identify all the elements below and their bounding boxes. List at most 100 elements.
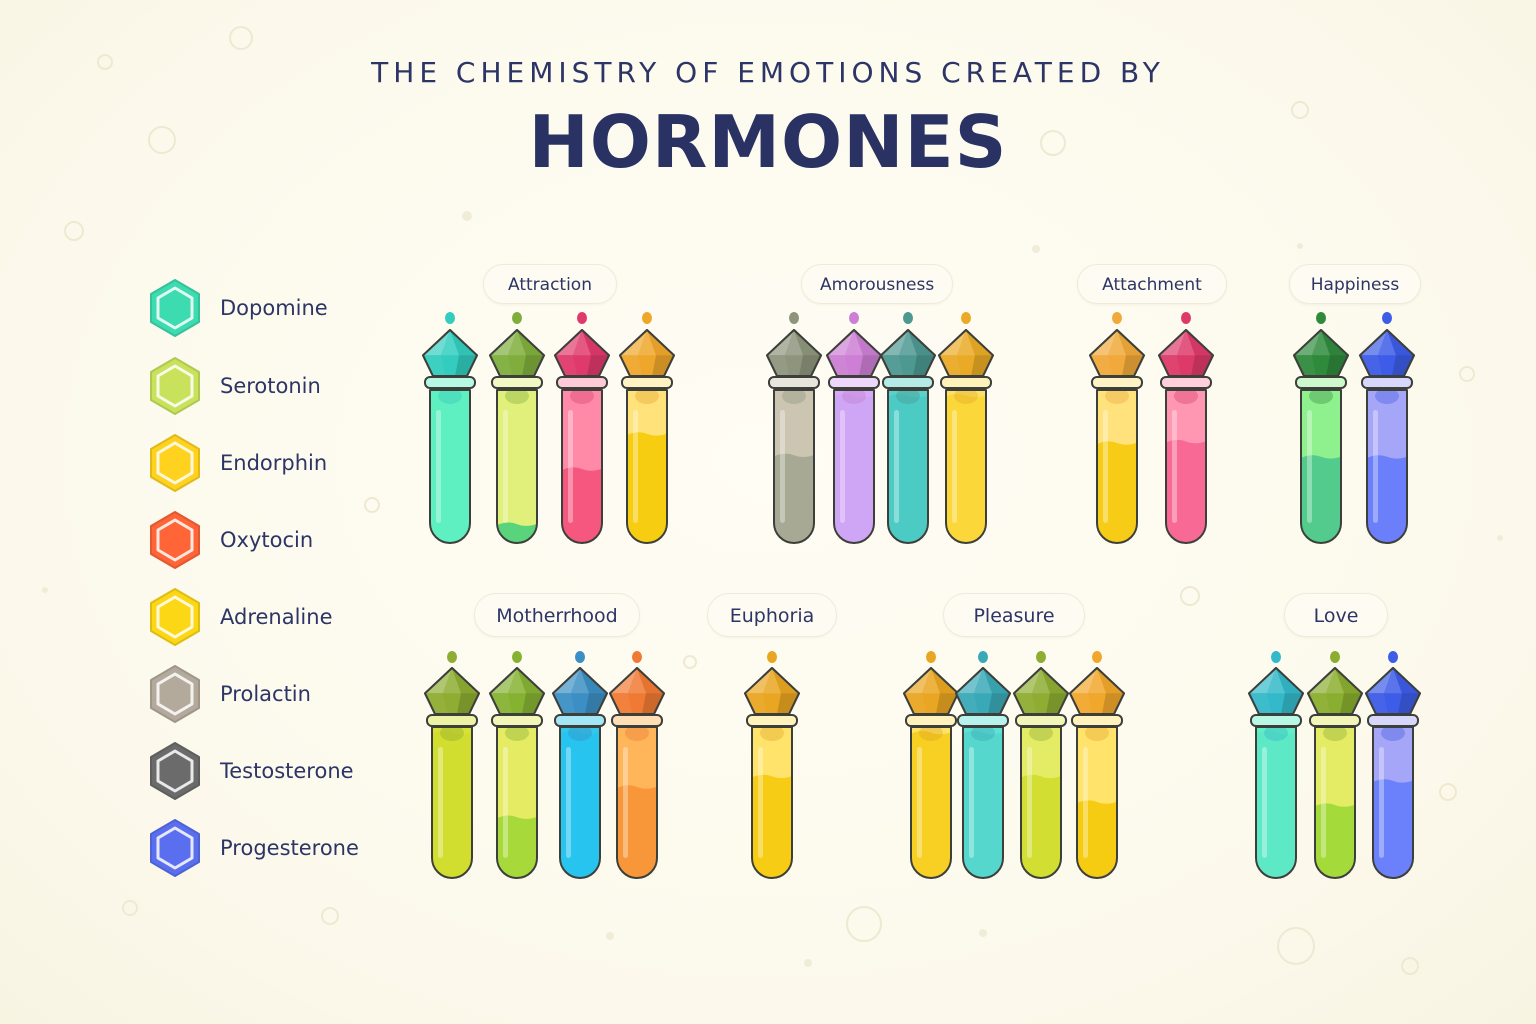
droplet: [1092, 651, 1102, 663]
legend-label: Prolactin: [220, 682, 311, 706]
serotonin-hexagon-icon: [150, 357, 200, 415]
tube-highlight: [633, 410, 638, 523]
gem-stopper: [826, 329, 882, 377]
test-tube: [552, 651, 608, 879]
test-tube: [422, 312, 478, 544]
droplet: [1382, 312, 1392, 324]
test-tube: [1089, 312, 1145, 544]
gem-stopper: [938, 329, 994, 377]
tube-highlight: [1027, 747, 1032, 858]
legend-label: Adrenaline: [220, 605, 333, 629]
tube-highlight: [1103, 410, 1108, 523]
tube-highlight: [566, 747, 571, 858]
tube-rim: [426, 714, 478, 727]
test-tube: [880, 312, 936, 544]
group-label-pleasure: Pleasure: [943, 593, 1085, 637]
group-label-attachment: Attachment: [1077, 264, 1227, 304]
tube-rim: [611, 714, 663, 727]
tube-rim: [1361, 376, 1413, 389]
gem-stopper: [1089, 329, 1145, 377]
gem-stopper: [609, 667, 665, 715]
tube-liquid: [1315, 803, 1355, 878]
tube-highlight: [438, 747, 443, 858]
legend-item-progesterone: Progesterone: [147, 818, 387, 878]
droplet: [575, 651, 585, 663]
gem-stopper: [903, 667, 959, 715]
tube-rim: [1071, 714, 1123, 727]
test-tube: [1359, 312, 1415, 544]
tube-liquid: [497, 815, 537, 878]
tube-rim: [491, 714, 543, 727]
endorphin-hexagon-icon: [150, 434, 200, 492]
tube-highlight: [1379, 747, 1384, 858]
droplet: [1036, 651, 1046, 663]
legend-item-serotonin: Serotonin: [147, 356, 387, 416]
group-label-motherrhood: Motherrhood: [474, 593, 640, 637]
tube-highlight: [503, 747, 508, 858]
legend-label: Progesterone: [220, 836, 359, 860]
group-label-love: Love: [1284, 593, 1388, 637]
tube-liquid: [888, 393, 928, 543]
legend-label: Oxytocin: [220, 528, 314, 552]
gem-stopper: [1069, 667, 1125, 715]
droplet: [789, 312, 799, 324]
droplet: [1271, 651, 1281, 663]
tube-highlight: [1172, 410, 1177, 523]
legend-item-endorphin: Endorphin: [147, 433, 387, 493]
tube-liquid: [560, 730, 600, 878]
droplet: [642, 312, 652, 324]
tube-liquid: [1097, 441, 1137, 543]
tube-highlight: [623, 747, 628, 858]
prolactin-hexagon-icon: [150, 665, 200, 723]
test-tube: [1365, 651, 1421, 879]
droplet: [978, 651, 988, 663]
tube-highlight: [1307, 410, 1312, 523]
droplet: [445, 312, 455, 324]
test-tube: [1013, 651, 1069, 879]
test-tube: [826, 312, 882, 544]
tube-liquid: [1367, 455, 1407, 543]
gem-stopper: [489, 329, 545, 377]
tube-highlight: [758, 747, 763, 858]
test-tube: [1248, 651, 1304, 879]
tube-liquid: [1077, 800, 1117, 878]
tube-rim: [905, 714, 957, 727]
tube-rim: [828, 376, 880, 389]
tube-liquid: [1021, 774, 1061, 878]
subtitle: THE CHEMISTRY OF EMOTIONS CREATED BY: [371, 56, 1165, 89]
legend-item-oxytocin: Oxytocin: [147, 510, 387, 570]
gem-stopper: [422, 329, 478, 377]
droplet: [577, 312, 587, 324]
tube-highlight: [436, 410, 441, 523]
gem-stopper: [880, 329, 936, 377]
tube-highlight: [894, 410, 899, 523]
droplet: [447, 651, 457, 663]
tube-highlight: [568, 410, 573, 523]
tube-highlight: [1262, 747, 1267, 858]
droplet: [961, 312, 971, 324]
tube-rim: [1295, 376, 1347, 389]
tube-highlight: [952, 410, 957, 523]
tube-rim: [621, 376, 673, 389]
gem-stopper: [1158, 329, 1214, 377]
tube-liquid: [432, 730, 472, 878]
test-tube: [903, 651, 959, 879]
tube-rim: [768, 376, 820, 389]
tube-liquid: [911, 730, 951, 878]
tube-liquid: [627, 432, 667, 543]
tube-rim: [1160, 376, 1212, 389]
test-tube: [1293, 312, 1349, 544]
legend-label: Serotonin: [220, 374, 321, 398]
tube-rim: [1309, 714, 1361, 727]
droplet: [767, 651, 777, 663]
tube-liquid: [430, 393, 470, 543]
tube-rim: [746, 714, 798, 727]
tube-liquid: [1256, 730, 1296, 878]
gem-stopper: [554, 329, 610, 377]
test-tube: [619, 312, 675, 544]
legend-label: Endorphin: [220, 451, 328, 475]
test-tube: [1069, 651, 1125, 879]
gem-stopper: [744, 667, 800, 715]
group-label-happiness: Happiness: [1289, 264, 1421, 304]
